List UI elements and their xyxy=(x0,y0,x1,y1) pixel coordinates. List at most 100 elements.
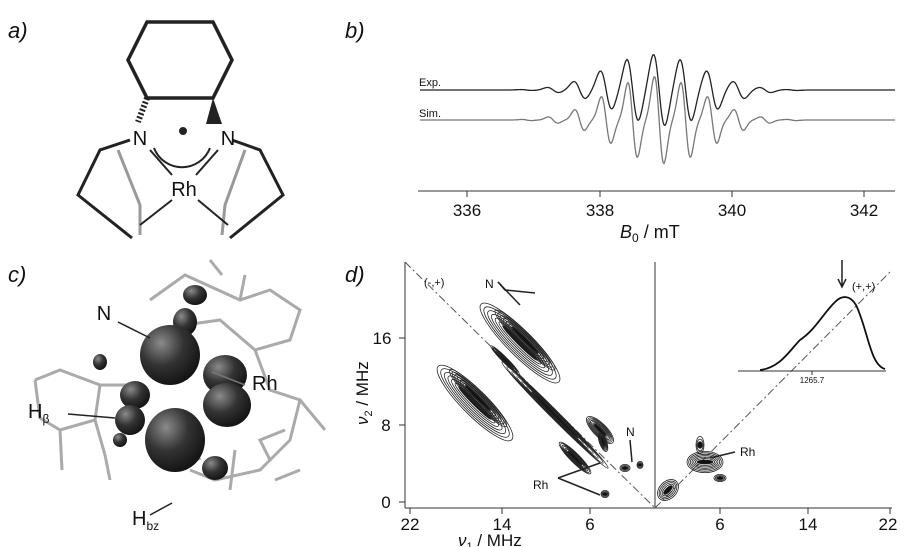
contour xyxy=(505,320,545,360)
x-axis-label: ν1 / MHz xyxy=(458,531,522,547)
contour xyxy=(658,480,678,500)
contour xyxy=(508,323,542,357)
contour xyxy=(696,438,704,452)
trace-label: Exp. xyxy=(419,77,441,89)
annotation-arrows xyxy=(67,321,246,516)
contour xyxy=(497,312,553,368)
x-tick-label: 338 xyxy=(586,201,614,220)
panel-c: c) N Rh Hβ Hbz xyxy=(8,259,327,533)
y-axis-label: ν2 / MHz xyxy=(353,361,375,425)
contour xyxy=(637,461,643,468)
annotation: Hbz xyxy=(132,508,159,533)
panel-b: b) Exp. Sim. 336 338 340 342 B0 / mT xyxy=(345,18,895,245)
annotation: Rh xyxy=(533,478,548,492)
contour xyxy=(598,433,608,451)
panel-label: b) xyxy=(345,18,365,43)
spectrum-trace xyxy=(420,75,895,165)
annotation: Hβ xyxy=(28,401,49,426)
contour xyxy=(465,385,491,411)
quadrant-label: (-,+) xyxy=(424,277,444,289)
contour xyxy=(563,446,587,470)
contour xyxy=(689,453,721,471)
annotation-lines xyxy=(497,260,847,496)
contour xyxy=(591,421,609,439)
panel-label: a) xyxy=(8,18,28,43)
contour xyxy=(620,464,630,471)
contour xyxy=(511,326,539,354)
contour xyxy=(566,449,584,467)
contour xyxy=(619,463,631,472)
contour xyxy=(636,460,644,469)
annotation: N xyxy=(626,425,635,439)
contour-plot xyxy=(436,302,727,501)
panel-a: a) N N Rh xyxy=(8,18,285,240)
contour xyxy=(593,423,607,437)
x-tick-label: 340 xyxy=(718,201,746,220)
contour xyxy=(560,443,590,473)
contour xyxy=(511,371,599,459)
x-tick-label: 14 xyxy=(493,515,512,534)
contour xyxy=(716,475,724,480)
x-tick-label: 14 xyxy=(799,515,818,534)
contour xyxy=(587,417,613,443)
contour xyxy=(494,309,556,371)
contour xyxy=(661,483,675,497)
contour xyxy=(697,441,703,449)
contour xyxy=(602,491,608,496)
contour xyxy=(501,361,609,469)
inset-label: 1265.7 xyxy=(800,376,825,385)
x-tick-label: 22 xyxy=(401,515,420,534)
contour xyxy=(688,452,722,472)
contour xyxy=(714,474,726,481)
contour xyxy=(500,315,550,365)
contour xyxy=(637,462,643,467)
contour xyxy=(713,473,727,482)
spectrum-trace xyxy=(420,54,895,127)
atom-label: N xyxy=(133,128,147,150)
contour xyxy=(521,381,589,449)
contour xyxy=(695,458,716,466)
contour xyxy=(599,435,607,449)
contour xyxy=(498,353,512,367)
contour xyxy=(526,386,584,444)
x-tick-label: 6 xyxy=(585,515,594,534)
x-tick-label: 342 xyxy=(850,201,878,220)
atom-label: N xyxy=(221,128,235,150)
contour xyxy=(600,437,606,447)
contour xyxy=(686,450,724,473)
contour xyxy=(586,416,614,444)
contour xyxy=(506,366,604,464)
frame xyxy=(399,261,893,514)
contour xyxy=(599,434,607,450)
x-tick-label: 336 xyxy=(453,201,481,220)
contour xyxy=(561,444,589,472)
contour xyxy=(448,368,508,428)
x-tick-label: 22 xyxy=(879,515,898,534)
contour xyxy=(592,422,608,438)
contour xyxy=(696,459,714,465)
contour xyxy=(516,376,594,454)
panel-d: d) (-,+) (+,+) N N Rh Rh 1265.7 22 14 6 … xyxy=(345,260,897,547)
contour xyxy=(693,456,717,468)
x-axis-label: B0 / mT xyxy=(620,222,680,245)
contour xyxy=(601,490,609,497)
panel-label: c) xyxy=(8,262,26,287)
molecule-drawing xyxy=(76,20,285,240)
contour xyxy=(459,379,497,417)
contour xyxy=(531,391,579,439)
panel-label: d) xyxy=(345,262,365,287)
contour xyxy=(462,382,494,414)
annotation: N xyxy=(485,277,494,291)
annotation: Rh xyxy=(740,445,755,459)
atom-label: Rh xyxy=(171,179,197,201)
contour xyxy=(502,317,548,363)
contour xyxy=(660,482,676,498)
contour xyxy=(588,418,612,442)
x-tick-label: 6 xyxy=(715,515,724,534)
contour xyxy=(456,376,500,420)
y-tick-label: 8 xyxy=(381,416,390,435)
contour xyxy=(597,432,609,452)
contour xyxy=(567,450,583,466)
y-tick-label: 16 xyxy=(373,329,392,348)
